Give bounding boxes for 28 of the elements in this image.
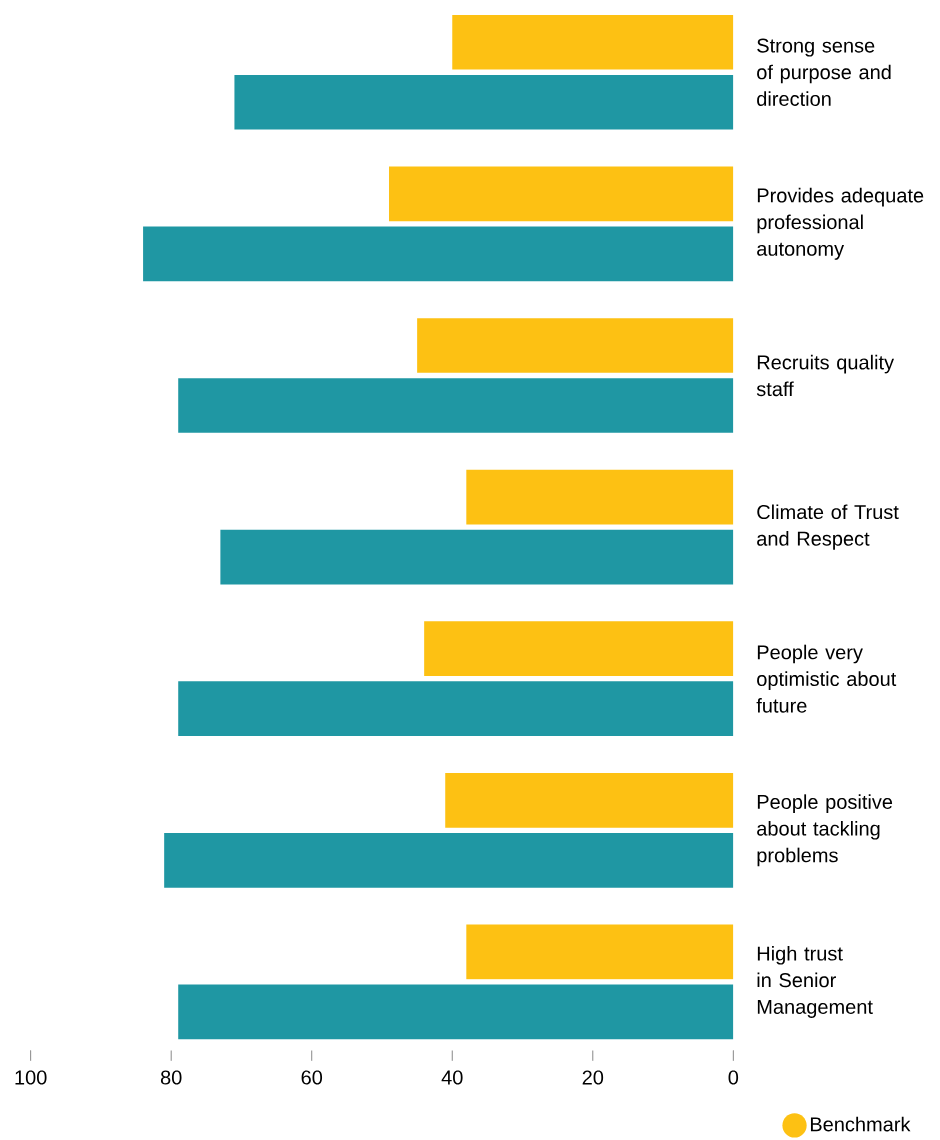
bar — [164, 832, 734, 888]
bar — [178, 378, 734, 433]
bar — [466, 469, 734, 525]
y-tick-label: Climate of Trust and Respect — [757, 504, 899, 550]
bar — [143, 226, 734, 282]
bar — [178, 984, 734, 1040]
x-tick-label: 0 — [728, 1070, 739, 1085]
bar — [234, 74, 734, 130]
bar — [417, 318, 734, 373]
x-tick-label: 80 — [160, 1070, 182, 1085]
x-tick-label: 40 — [441, 1070, 463, 1085]
y-tick-label: Strong sense of purpose and direction — [757, 38, 891, 106]
bar — [220, 529, 734, 585]
y-tick-label: People very optimistic about future — [756, 644, 897, 713]
y-tick-label: Provides adequate professional autonomy — [757, 187, 924, 260]
y-tick-label: High trust in Senior Management — [757, 945, 873, 1018]
bar — [424, 621, 734, 677]
x-tick-label: 100 — [15, 1070, 47, 1085]
bar — [445, 772, 734, 828]
x-tick-label: 20 — [582, 1070, 604, 1085]
y-tick-label: Recruits quality staff — [756, 354, 895, 397]
x-tick-label: 60 — [301, 1070, 323, 1085]
bar — [178, 681, 734, 737]
legend-label: Benchmark — [810, 1116, 911, 1132]
bar — [452, 14, 734, 70]
bar — [466, 924, 734, 980]
bar — [389, 166, 734, 222]
y-tick-label: People positive about tackling problems — [757, 794, 893, 867]
